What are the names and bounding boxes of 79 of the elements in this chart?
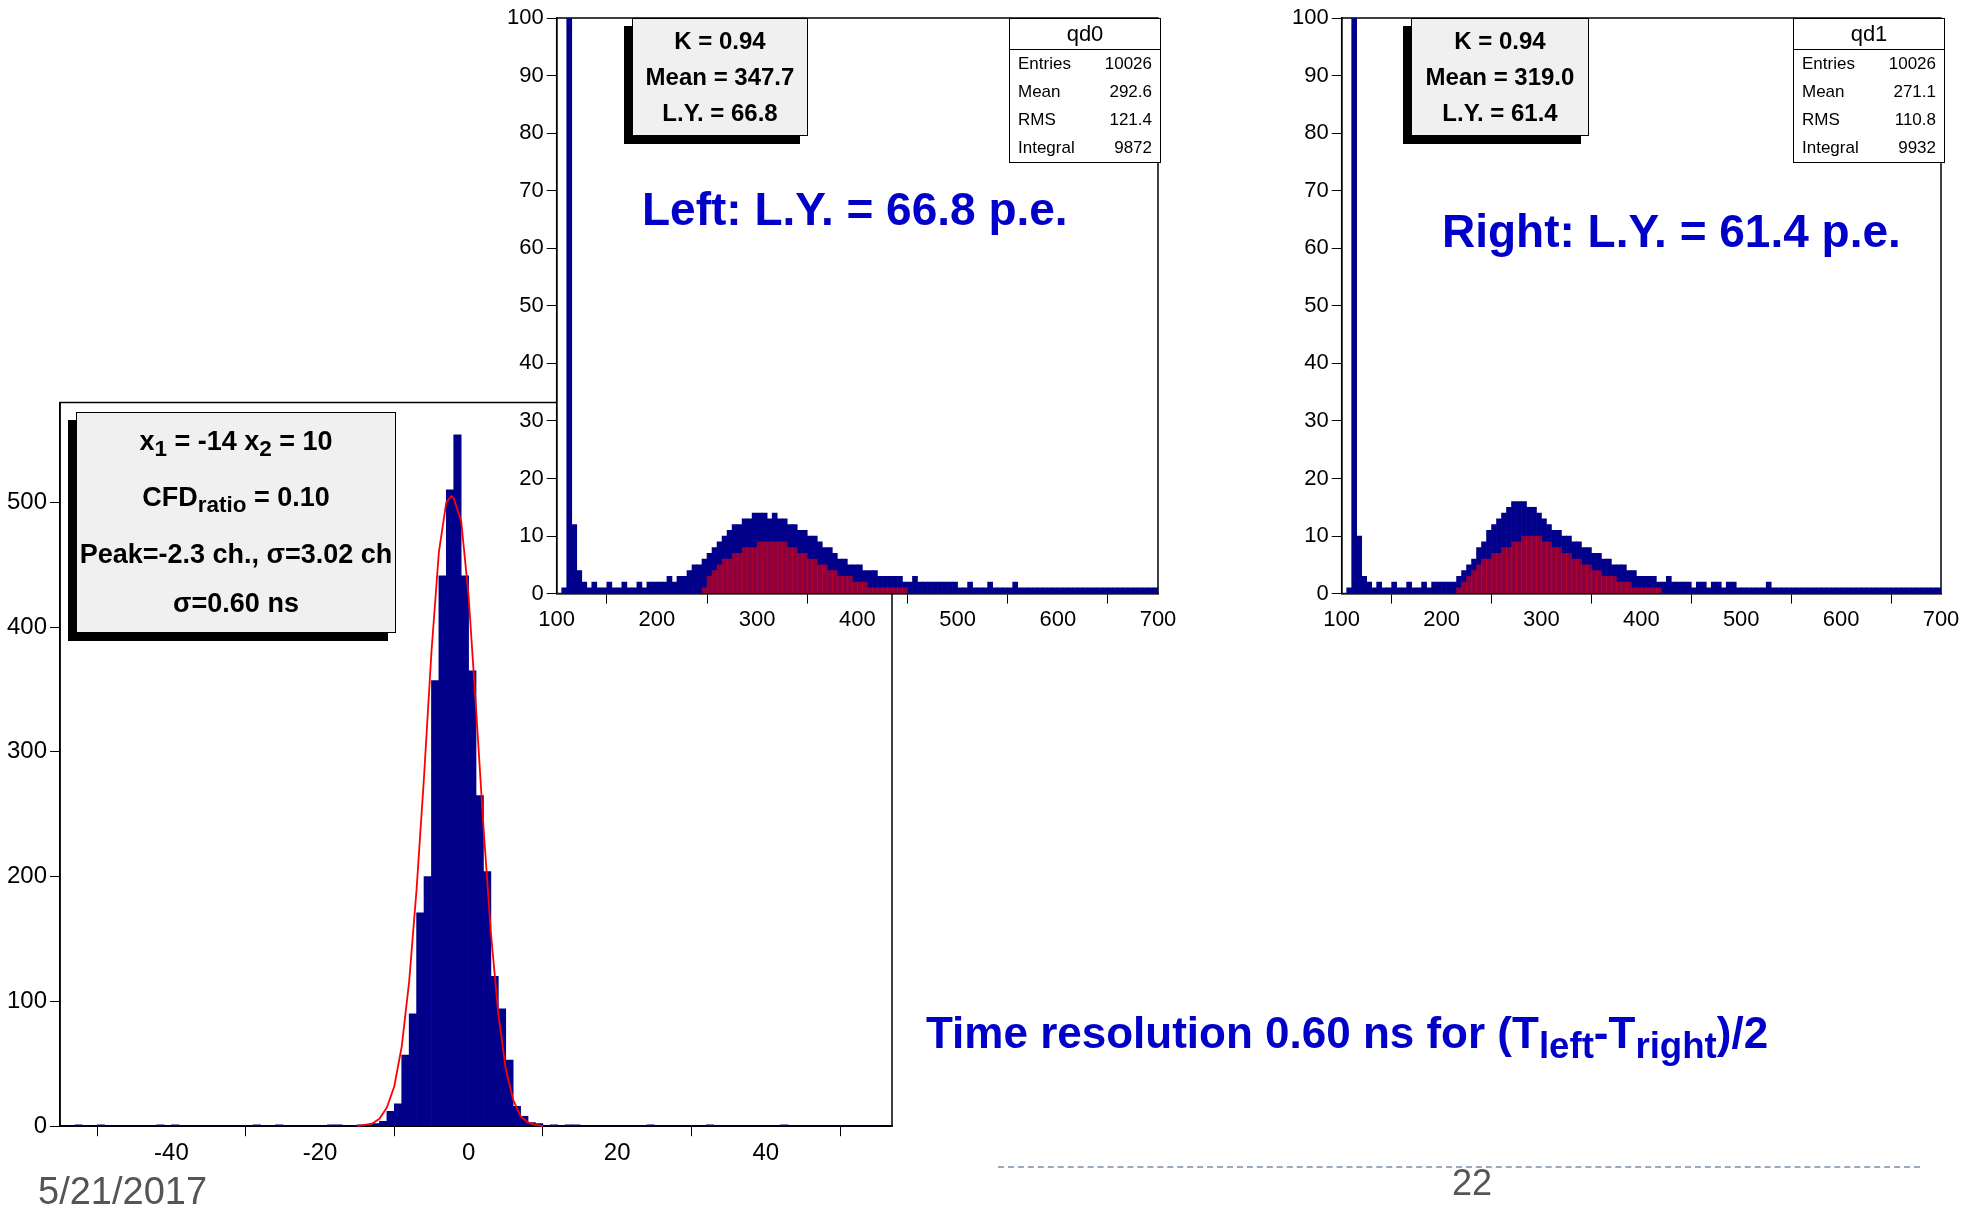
annotation: K = 0.94 <box>673 26 767 56</box>
annotation: σ=0.60 ns <box>172 586 300 620</box>
annotation: 9932 <box>1898 138 1936 158</box>
annotation: Left: L.Y. = 66.8 p.e. <box>642 182 1068 236</box>
y-tick-label: 0 <box>531 579 544 605</box>
y-tick-label: 20 <box>1304 464 1329 490</box>
y-tick-label: 300 <box>7 736 48 764</box>
text: 5/21/2017 <box>38 1170 208 1213</box>
y-tick-label: 100 <box>7 986 48 1014</box>
x-tick-label: -40 <box>154 1138 189 1166</box>
x-tick-label: 200 <box>1423 605 1460 631</box>
annotation: RMS <box>1018 110 1056 130</box>
y-tick-label: 50 <box>519 291 544 317</box>
y-tick-label: 90 <box>1304 61 1329 87</box>
annotation: 110.8 <box>1894 110 1936 130</box>
y-tick-label: 40 <box>519 349 544 375</box>
annotation: RMS <box>1802 110 1840 130</box>
y-tick-label: 30 <box>1304 406 1329 432</box>
y-tick-label: 80 <box>1304 119 1329 145</box>
x-tick-label: 400 <box>838 605 876 631</box>
text: Time resolution 0.60 ns for (T$_{left}$-T$_{right}$)/2 <box>926 1008 1769 1067</box>
y-tick-label: 60 <box>519 234 544 260</box>
y-tick-label: 70 <box>519 176 544 202</box>
x-tick-label: 700 <box>1139 605 1177 631</box>
y-tick-label: 100 <box>1291 4 1329 30</box>
x-tick-label: 100 <box>1323 605 1361 631</box>
annotation: Entries <box>1018 54 1071 74</box>
y-tick-label: 70 <box>1304 176 1329 202</box>
y-tick-label: 30 <box>519 406 544 432</box>
annotation: Entries <box>1802 54 1855 74</box>
y-tick-label: 90 <box>519 61 544 87</box>
annotation: K = 0.94 <box>1453 26 1547 56</box>
annotation: 271.1 <box>1893 82 1936 102</box>
x-tick-label: -20 <box>302 1138 338 1166</box>
y-tick-label: 100 <box>506 4 544 30</box>
annotation: CFD$_{ratio}$ = 0.10 <box>141 481 331 520</box>
x-tick-label: 200 <box>638 605 676 631</box>
y-tick-label: 0 <box>1316 579 1329 605</box>
annotation: 10026 <box>1888 54 1936 74</box>
y-tick-label: 60 <box>1304 234 1329 260</box>
annotation: 10026 <box>1104 54 1152 74</box>
chart-title: qd1 <box>1794 19 1944 50</box>
x-tick-label: 300 <box>1523 605 1560 631</box>
x-tick-label: 300 <box>738 605 776 631</box>
annotation: Integral <box>1018 138 1075 158</box>
annotation: Mean <box>1802 82 1845 102</box>
annotation: 292.6 <box>1109 82 1152 102</box>
y-tick-label: 10 <box>519 522 544 548</box>
y-tick-label: 10 <box>1304 522 1329 548</box>
x-tick-label: 0 <box>461 1138 476 1166</box>
x-tick-label: 500 <box>939 605 976 631</box>
y-tick-label: 50 <box>1304 291 1329 317</box>
x-tick-label: 600 <box>1822 605 1860 631</box>
x-tick-label: 20 <box>603 1138 631 1166</box>
x-tick-label: 100 <box>538 605 576 631</box>
x-tick-label: 40 <box>752 1138 780 1166</box>
chart-title: qd0 <box>1010 19 1160 50</box>
y-tick-label: 20 <box>519 464 544 490</box>
annotation: Peak=-2.3 ch., σ=3.02 ch <box>78 537 394 571</box>
text: 22 <box>1452 1162 1493 1204</box>
annotation: Mean <box>1018 82 1061 102</box>
annotation: L.Y. = 61.4 <box>1441 98 1559 128</box>
annotation: Mean = 347.7 <box>644 62 796 92</box>
x-tick-label: 600 <box>1039 605 1077 631</box>
annotation: 9872 <box>1114 138 1152 158</box>
annotation: Mean = 319.0 <box>1424 62 1576 92</box>
y-tick-label: 500 <box>7 486 48 514</box>
annotation: Integral <box>1802 138 1859 158</box>
x-tick-label: 500 <box>1722 605 1760 631</box>
y-tick-label: 40 <box>1304 349 1329 375</box>
y-tick-label: 200 <box>7 861 48 889</box>
annotation: 121.4 <box>1109 110 1152 130</box>
annotation: x$_{1}$ = -14 x$_{2}$ = 10 <box>138 425 334 464</box>
annotation: L.Y. = 66.8 <box>661 98 779 128</box>
y-tick-label: 80 <box>519 119 544 145</box>
annotation: Right: L.Y. = 61.4 p.e. <box>1442 204 1901 258</box>
y-tick-label: 0 <box>33 1110 48 1138</box>
x-tick-label: 700 <box>1922 605 1960 631</box>
x-tick-label: 400 <box>1622 605 1660 631</box>
